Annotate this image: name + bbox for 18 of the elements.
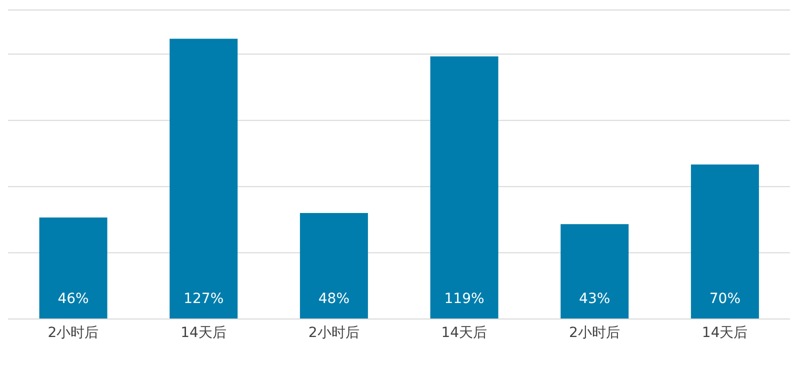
x-tick-label: 2小时后 xyxy=(48,324,99,341)
x-tick-label: 14天后 xyxy=(441,324,488,341)
bar xyxy=(170,38,238,319)
data-label: 48% xyxy=(318,291,350,307)
data-label: 127% xyxy=(184,291,224,307)
bar xyxy=(39,217,108,319)
data-label: 119% xyxy=(444,291,484,307)
x-tick-label: 14天后 xyxy=(702,324,748,341)
data-label: 70% xyxy=(709,291,741,307)
bar xyxy=(560,224,629,319)
x-tick-label: 14天后 xyxy=(180,324,226,341)
data-label: 46% xyxy=(58,291,89,307)
bar xyxy=(430,56,498,319)
data-label: 43% xyxy=(579,291,610,307)
x-tick-label: 2小时后 xyxy=(569,324,620,341)
x-tick-label: 2小时后 xyxy=(308,324,360,341)
bar xyxy=(690,164,759,319)
bar xyxy=(300,213,368,319)
